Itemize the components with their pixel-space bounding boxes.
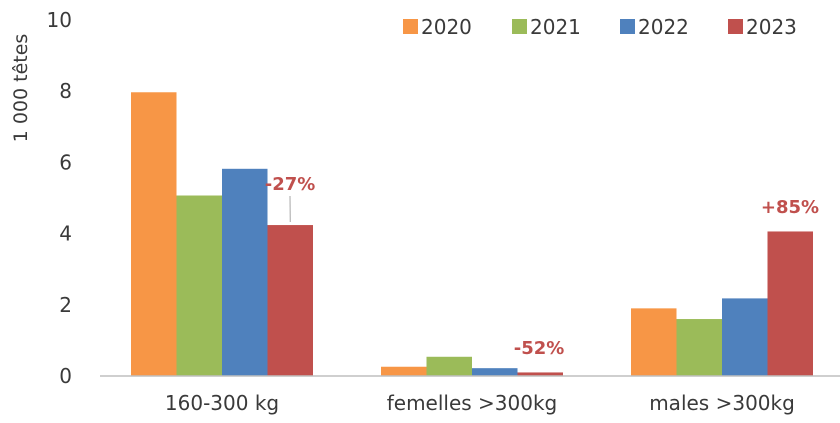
- x-category-label: 160-300 kg: [165, 391, 279, 415]
- bar-2022-1: [222, 168, 268, 376]
- y-tick-label: 4: [59, 222, 72, 246]
- bar-2023-3: [767, 231, 813, 376]
- bar-2023-2: [517, 372, 563, 376]
- bar-2023-1: [267, 225, 313, 376]
- annotation-label: -52%: [514, 338, 565, 359]
- bar-2020-3: [631, 308, 677, 376]
- bar-2021-1: [176, 195, 222, 376]
- legend-label: 2020: [421, 15, 472, 39]
- bar-2020-1: [131, 92, 177, 376]
- bar-2022-3: [722, 298, 768, 376]
- legend-label: 2021: [530, 15, 581, 39]
- y-tick-label: 8: [59, 79, 72, 103]
- y-axis-title: 1 000 têtes: [10, 34, 32, 143]
- legend-label: 2023: [746, 15, 797, 39]
- legend-swatch: [512, 19, 527, 34]
- bar-2022-2: [472, 368, 518, 376]
- bar-2021-3: [676, 319, 722, 376]
- y-tick-label: 2: [59, 293, 72, 317]
- annotation-label: -27%: [265, 174, 316, 195]
- legend-swatch: [728, 19, 743, 34]
- x-category-label: femelles >300kg: [387, 391, 558, 415]
- y-tick-label: 10: [47, 8, 72, 32]
- y-tick-label: 0: [59, 364, 72, 388]
- bar-2021-2: [426, 356, 472, 376]
- legend-swatch: [403, 19, 418, 34]
- legend-label: 2022: [638, 15, 689, 39]
- bar-2020-2: [381, 366, 427, 376]
- x-category-label: males >300kg: [649, 391, 795, 415]
- y-tick-label: 6: [59, 150, 72, 174]
- annotation-label: +85%: [761, 197, 819, 218]
- legend-swatch: [620, 19, 635, 34]
